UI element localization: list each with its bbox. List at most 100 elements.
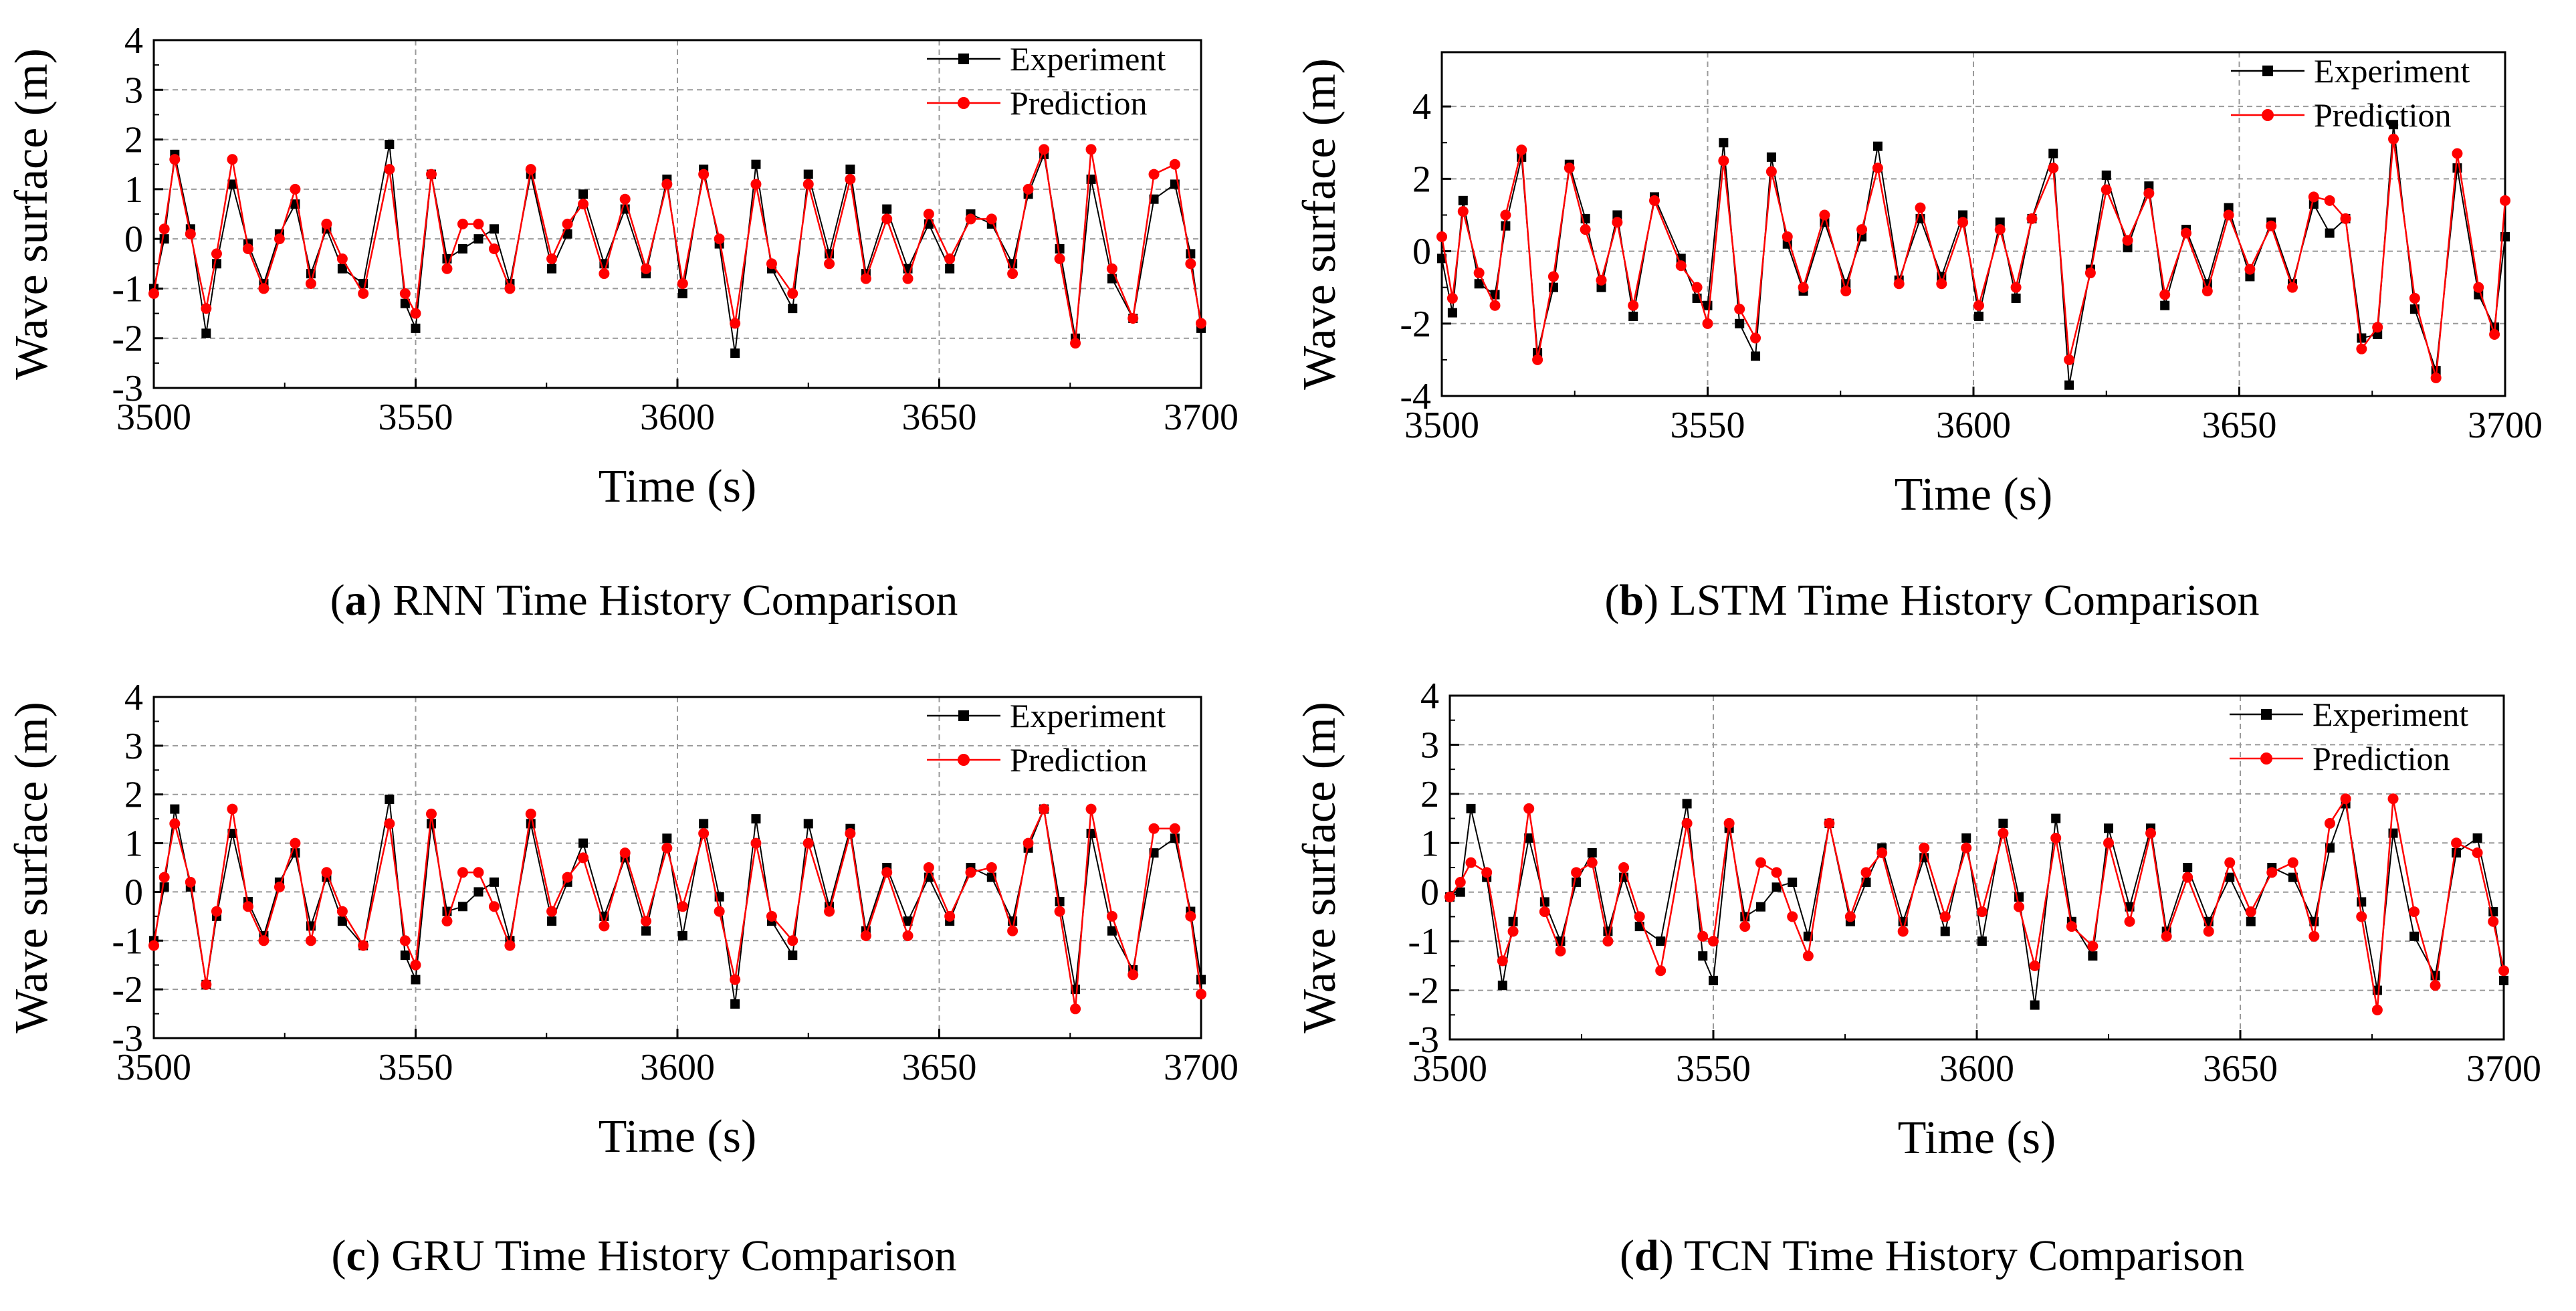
x-axis: 3500 3550 3600 3650 3700 <box>1412 1030 2541 1090</box>
data-point <box>547 916 557 926</box>
y-tick-label: 1 <box>124 823 143 865</box>
data-point <box>2087 940 2099 952</box>
data-point <box>148 940 159 951</box>
data-point <box>227 829 237 838</box>
data-point <box>2048 148 2058 159</box>
data-point <box>1070 338 1081 349</box>
data-point <box>802 179 814 190</box>
data-point <box>986 862 997 873</box>
data-point <box>1497 955 1508 967</box>
y-tick-label: -2 <box>112 318 143 360</box>
data-point <box>274 882 285 893</box>
x-tick-label: 3700 <box>2466 1048 2541 1090</box>
data-point <box>185 876 196 888</box>
data-point <box>1802 950 1814 962</box>
data-point <box>1755 857 1766 868</box>
data-point <box>2452 148 2463 159</box>
data-point <box>1872 163 1883 174</box>
data-point <box>159 234 169 244</box>
data-point <box>2498 965 2509 977</box>
x-tick-label: 3500 <box>116 1047 191 1088</box>
data-point <box>1148 169 1160 180</box>
data-point <box>1994 224 2006 235</box>
data-point <box>242 901 253 912</box>
x-tick-label: 3500 <box>1404 405 1479 446</box>
y-axis: -3 -2 -1 0 1 2 3 4 <box>1408 676 1459 1061</box>
y-tick-label: 3 <box>124 726 143 767</box>
caption-letter: d <box>1634 1231 1659 1280</box>
data-point <box>1998 818 2008 828</box>
data-point <box>1523 803 1535 814</box>
y-axis-label: Wave surface (m) <box>1294 58 1346 390</box>
data-point <box>1681 817 1693 829</box>
data-point <box>201 328 211 338</box>
legend-marker <box>2260 752 2272 765</box>
data-point <box>158 223 170 235</box>
data-point <box>1444 892 1455 903</box>
data-point <box>1196 975 1206 985</box>
series-line <box>1449 803 2504 1005</box>
data-point <box>599 920 610 932</box>
data-point <box>201 303 212 314</box>
caption-text: GRU Time History Comparison <box>391 1231 957 1280</box>
data-point <box>1856 224 1868 235</box>
data-point <box>2356 343 2367 355</box>
data-point <box>2266 220 2277 231</box>
data-point <box>1602 936 1614 947</box>
data-point <box>1007 925 1018 936</box>
data-point <box>1532 354 1543 365</box>
data-point <box>1447 308 1457 318</box>
y-tick-label: 0 <box>124 872 143 913</box>
data-point <box>714 233 725 245</box>
data-point <box>2287 282 2298 293</box>
data-point <box>504 283 516 294</box>
data-point <box>169 818 181 829</box>
data-point <box>699 819 709 829</box>
data-point <box>2159 289 2171 300</box>
data-point <box>1709 975 1718 985</box>
data-point <box>158 872 170 883</box>
data-point <box>337 264 347 274</box>
data-point <box>1085 144 1097 155</box>
data-point <box>802 837 814 849</box>
data-point <box>1719 138 1729 148</box>
y-tick-label: 0 <box>1412 231 1431 273</box>
data-point <box>1500 209 1511 221</box>
data-point <box>489 877 499 887</box>
legend-marker <box>2262 109 2274 121</box>
y-tick-label: -1 <box>1408 921 1439 963</box>
data-point <box>1196 989 1206 1000</box>
data-point <box>201 979 212 990</box>
data-point <box>2309 930 2320 942</box>
data-point <box>473 218 484 229</box>
data-point <box>2387 793 2399 805</box>
data-point <box>227 803 238 815</box>
caption-d: (d) TCN Time History Comparison <box>1620 1231 2244 1280</box>
data-point <box>546 906 558 917</box>
data-point <box>2357 333 2367 343</box>
data-point <box>242 243 253 254</box>
chart-panel-d: 3500 3550 3600 3650 3700 -3 -2 -1 0 1 2 3 4 Time (s) W… <box>1288 656 2576 1311</box>
data-point <box>321 218 332 229</box>
x-axis-label: Time (s) <box>599 461 757 512</box>
y-tick-label: 2 <box>124 120 143 161</box>
data-point <box>882 204 892 214</box>
data-point <box>1698 951 1708 961</box>
caption-letter: c <box>346 1231 366 1280</box>
data-point <box>2389 120 2399 130</box>
data-point <box>1128 313 1139 324</box>
data-point <box>2014 901 2025 912</box>
y-axis-label: Wave surface (m) <box>6 702 58 1033</box>
y-tick-label: 0 <box>124 219 143 260</box>
series-prediction <box>1436 133 2510 383</box>
data-point <box>2104 823 2113 833</box>
data-point <box>1596 282 1606 292</box>
data-point <box>258 935 270 946</box>
data-point <box>2103 837 2114 849</box>
data-point <box>1149 194 1159 204</box>
data-point <box>803 169 813 179</box>
caption-text: RNN Time History Comparison <box>393 576 958 625</box>
chart-c: 3500 3550 3600 3650 3700 -3 -2 -1 0 1 2 3 4 Time (s) W… <box>6 677 1239 1163</box>
y-axis: -3 -2 -1 0 1 2 3 4 <box>112 677 163 1060</box>
data-point <box>2224 857 2236 868</box>
